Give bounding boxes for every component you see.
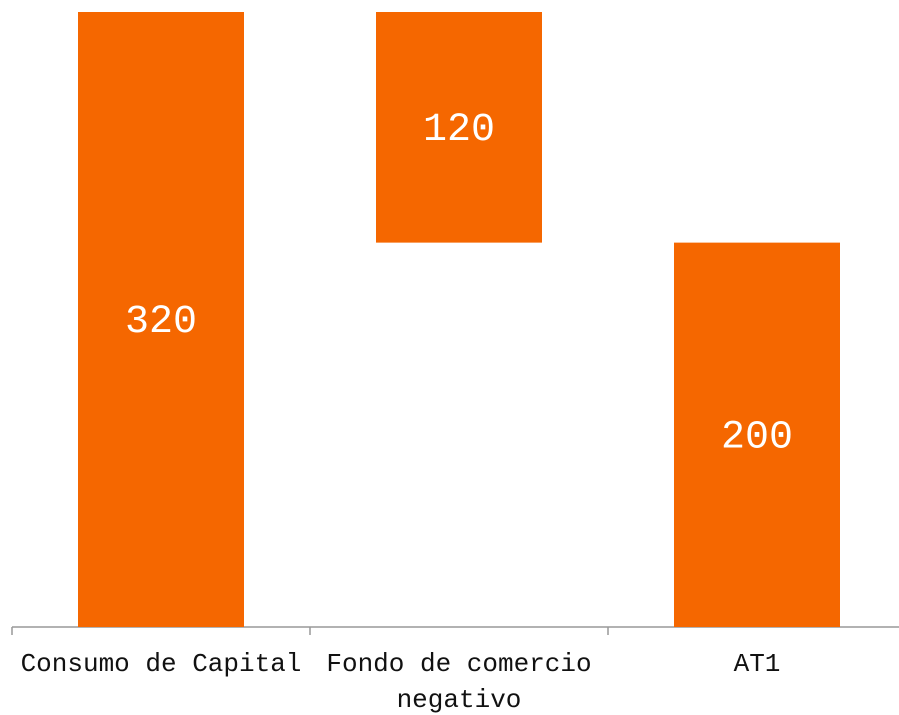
bar — [376, 12, 542, 243]
value-label: 120 — [423, 108, 495, 153]
x-tick-label: AT1 — [733, 649, 781, 679]
value-label: 320 — [125, 300, 197, 345]
bar — [674, 242, 840, 627]
value-label: 200 — [721, 415, 793, 460]
x-tick-label: Consumo de Capital — [20, 649, 302, 679]
x-tick-label: Fondo de comercio negativo — [326, 649, 592, 715]
bar — [78, 12, 244, 627]
